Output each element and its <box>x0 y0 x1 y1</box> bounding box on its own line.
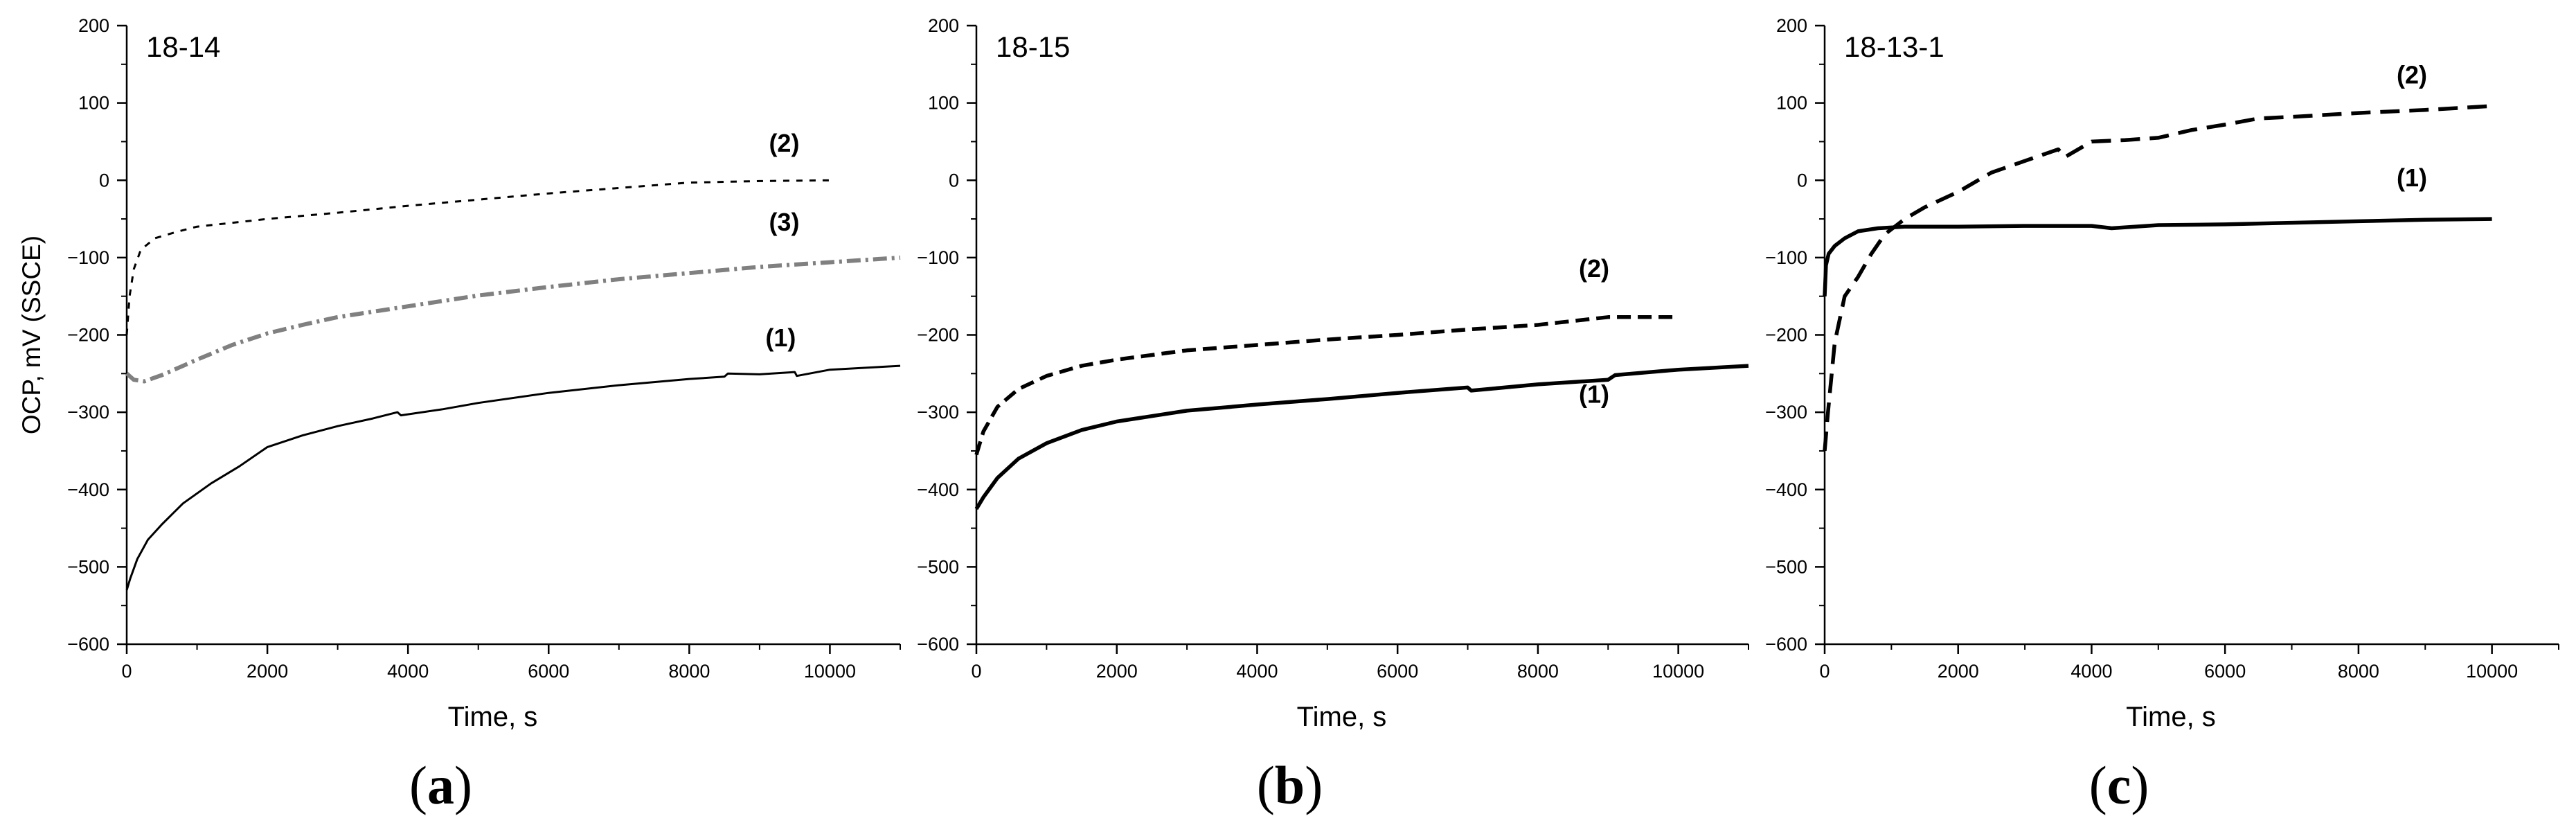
panel-letter-close: ) <box>2131 755 2149 815</box>
y-tick-label: −600 <box>917 634 959 655</box>
y-tick-label: −500 <box>917 556 959 577</box>
x-axis-label: Time, s <box>2126 702 2216 732</box>
x-tick-label: 2000 <box>1096 661 1138 682</box>
y-tick-label: −100 <box>917 247 959 268</box>
series-line-1 <box>125 364 901 591</box>
x-tick-label: 10000 <box>1652 661 1704 682</box>
y-tick-label: −400 <box>1765 479 1807 500</box>
panel-letter-letter: b <box>1275 755 1305 815</box>
y-tick-label: −200 <box>917 325 959 346</box>
panel-letter-open: ( <box>409 755 427 815</box>
x-tick-label: 6000 <box>528 661 569 682</box>
series-label-2: (2) <box>769 129 799 157</box>
x-axis-label: Time, s <box>448 702 538 732</box>
chart-title: 18-14 <box>146 30 220 63</box>
panel-letter-open: ( <box>1257 755 1275 815</box>
x-tick-label: 0 <box>971 661 981 682</box>
x-tick-label: 6000 <box>1377 661 1418 682</box>
y-tick-label: 100 <box>78 93 109 114</box>
series-label-3: (3) <box>769 208 799 236</box>
y-tick-label: 0 <box>1797 170 1807 190</box>
panel-letter-open: ( <box>2089 755 2107 815</box>
x-tick-label: 2000 <box>1938 661 1979 682</box>
y-tick-label: −500 <box>67 556 109 577</box>
y-tick-label: 200 <box>928 15 959 36</box>
series-line-2 <box>1823 104 2492 452</box>
panel-letter-letter: a <box>427 755 454 815</box>
y-tick-label: −400 <box>917 479 959 500</box>
x-tick-label: 8000 <box>668 661 710 682</box>
y-tick-label: 100 <box>928 93 959 114</box>
x-tick-label: 6000 <box>2204 661 2246 682</box>
series-line-2 <box>125 179 830 335</box>
y-tick-label: 200 <box>1776 15 1807 36</box>
y-tick-label: −300 <box>67 402 109 423</box>
x-tick-label: 4000 <box>387 661 429 682</box>
y-tick-label: −600 <box>67 634 109 655</box>
panel-letter: (a) <box>409 755 472 815</box>
series-line-3 <box>125 255 901 384</box>
series-label-1: (1) <box>1579 380 1609 409</box>
series-line-1 <box>974 364 1749 511</box>
y-axis-label: OCP, mV (SSCE) <box>17 236 46 434</box>
y-tick-label: −200 <box>1765 325 1807 346</box>
y-tick-label: −400 <box>67 479 109 500</box>
panel-letter-close: ) <box>454 755 472 815</box>
x-tick-label: 2000 <box>247 661 288 682</box>
x-tick-label: 4000 <box>1236 661 1278 682</box>
x-tick-label: 4000 <box>2070 661 2112 682</box>
x-tick-label: 0 <box>121 661 132 682</box>
y-tick-label: 200 <box>78 15 109 36</box>
x-tick-label: 0 <box>1819 661 1830 682</box>
y-tick-label: 100 <box>1776 93 1807 114</box>
panel-letter: (c) <box>2089 755 2149 815</box>
y-tick-label: −100 <box>67 247 109 268</box>
series-label-1: (1) <box>2397 163 2427 192</box>
chart-title: 18-15 <box>996 30 1070 63</box>
y-tick-label: −300 <box>1765 402 1807 423</box>
y-tick-label: 0 <box>99 170 109 190</box>
y-tick-label: −600 <box>1765 634 1807 655</box>
panel-letter-letter: c <box>2107 755 2131 815</box>
series-label-1: (1) <box>765 323 796 352</box>
y-tick-label: −300 <box>917 402 959 423</box>
y-tick-label: −200 <box>67 325 109 346</box>
x-tick-label: 10000 <box>804 661 856 682</box>
chart-title: 18-13-1 <box>1844 30 1944 63</box>
x-axis-label: Time, s <box>1297 702 1387 732</box>
y-tick-label: −100 <box>1765 247 1807 268</box>
series-label-2: (2) <box>2397 61 2427 89</box>
x-tick-label: 10000 <box>2466 661 2518 682</box>
x-tick-label: 8000 <box>1517 661 1559 682</box>
series-line-1 <box>1823 217 2492 296</box>
panel-letter-close: ) <box>1305 755 1323 815</box>
series-label-2: (2) <box>1579 254 1609 283</box>
y-tick-label: −500 <box>1765 556 1807 577</box>
panel-letter: (b) <box>1257 755 1323 815</box>
series-line-2 <box>974 315 1679 456</box>
x-tick-label: 8000 <box>2338 661 2379 682</box>
y-tick-label: 0 <box>949 170 959 190</box>
